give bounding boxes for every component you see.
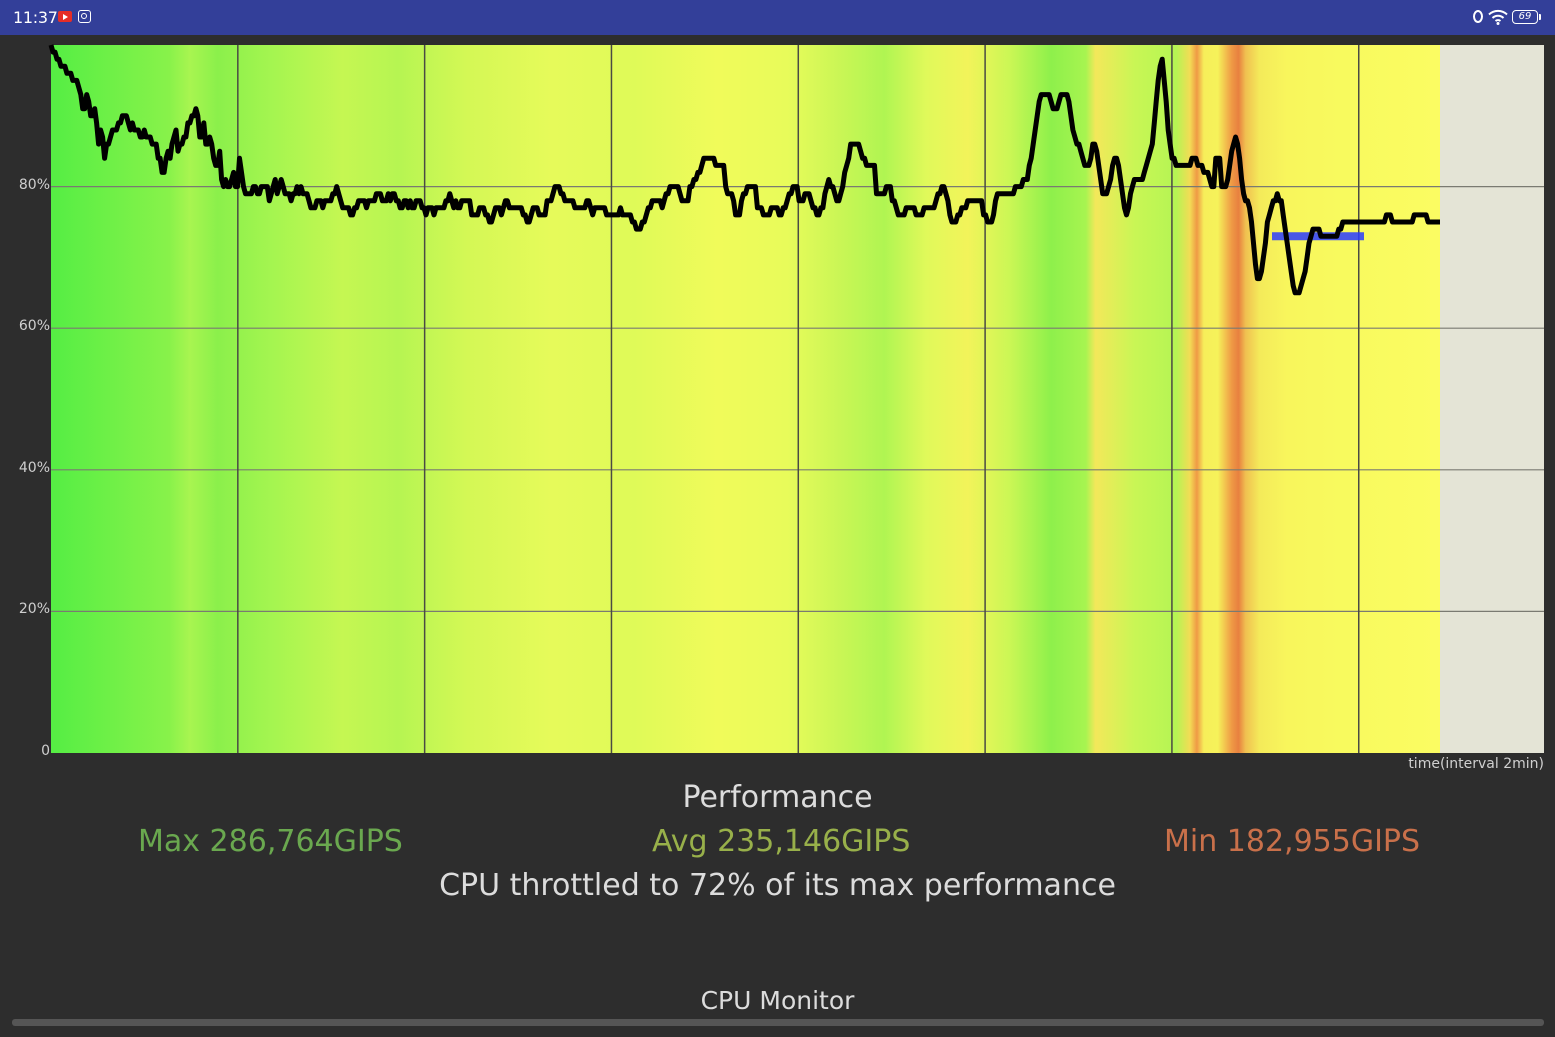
- battery-icon: 69: [1512, 10, 1538, 24]
- min-performance: Min 182,955GIPS: [1164, 824, 1421, 859]
- y-tick-label: 0: [41, 743, 50, 759]
- wifi-icon: [1488, 9, 1508, 25]
- performance-series-line: [48, 44, 1441, 296]
- chart-canvas: [48, 44, 1544, 753]
- y-tick-label: 60%: [18, 318, 50, 335]
- performance-heatmap: [51, 45, 1440, 753]
- y-tick-label: 80%: [18, 176, 50, 193]
- nfc-icon: [1473, 10, 1483, 23]
- heatmap-band: [51, 45, 1440, 753]
- max-performance: Max 286,764GIPS: [138, 824, 403, 859]
- cpu-core-frequency-partial: [795, 1028, 945, 1037]
- cpu-monitor-scrollbar[interactable]: [12, 1019, 1544, 1026]
- status-time: 11:37: [13, 8, 58, 27]
- cpu-core-frequency-partial: [1170, 1028, 1320, 1037]
- performance-chart: 0 20% 40% 60% 80% time(interval 2min): [0, 35, 1555, 780]
- x-axis-label: time(interval 2min): [1408, 756, 1544, 772]
- y-tick-label: 20%: [18, 601, 50, 618]
- avg-performance: Avg 235,146GIPS: [652, 824, 911, 859]
- youtube-icon: [58, 11, 72, 22]
- throttle-message: CPU throttled to 72% of its max performa…: [439, 868, 1116, 903]
- performance-title: Performance: [682, 780, 873, 815]
- status-bar: 11:37 69: [0, 0, 1555, 35]
- cpu-core-frequency-partial: [45, 1028, 195, 1037]
- cpu-core-frequency-partial: [420, 1028, 570, 1037]
- cpu-monitor-title: CPU Monitor: [700, 986, 855, 1015]
- battery-cap: [1539, 14, 1541, 20]
- app-icon: [78, 10, 91, 23]
- y-tick-label: 40%: [18, 459, 50, 476]
